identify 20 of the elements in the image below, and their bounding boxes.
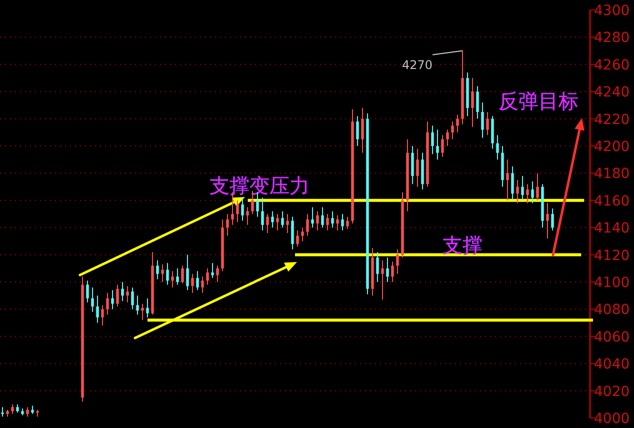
y-tick-label: 4260 [594, 57, 630, 74]
y-tick-label: 4000 [594, 411, 630, 427]
y-tick-label: 4200 [594, 139, 630, 155]
annotation: 4270 [402, 58, 432, 72]
y-tick-label: 4300 [594, 3, 630, 19]
y-tick-label: 4120 [594, 248, 630, 264]
ref-line-label: 支撑 [442, 232, 482, 257]
y-tick-label: 4060 [594, 329, 630, 346]
ref-line-label: 支撑变压力 [209, 173, 310, 198]
annotation: 反弹目标 [498, 89, 579, 113]
y-tick-label: 4180 [594, 166, 630, 182]
y-tick-label: 4160 [594, 193, 630, 210]
y-tick-label: 4040 [594, 356, 630, 373]
y-tick-label: 4240 [594, 84, 630, 101]
y-tick-label: 4280 [594, 30, 630, 46]
y-tick-label: 4080 [594, 302, 630, 318]
y-tick-label: 4100 [594, 275, 630, 291]
y-tick-label: 4140 [594, 220, 630, 237]
y-tick-label: 4220 [594, 112, 630, 128]
y-tick-label: 4020 [594, 384, 630, 400]
